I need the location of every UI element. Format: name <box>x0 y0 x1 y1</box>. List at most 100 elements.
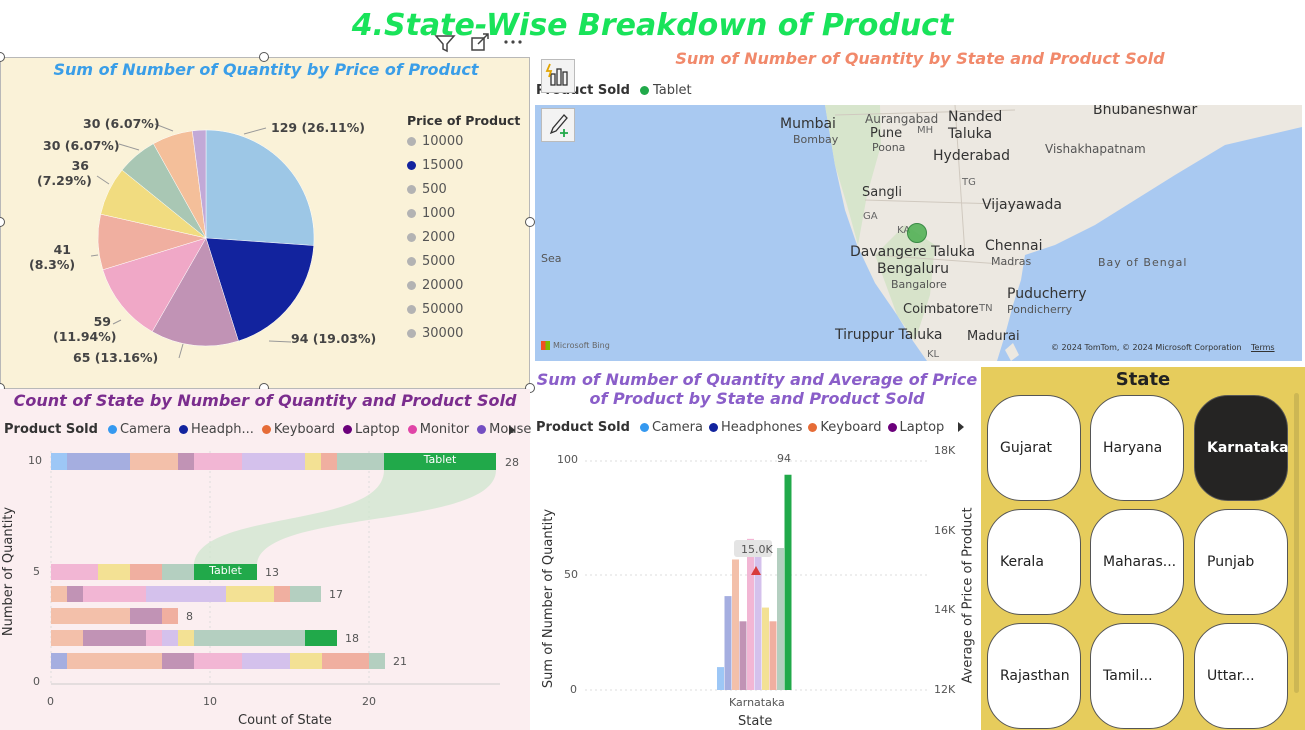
pie-legend-item[interactable]: 5000 <box>407 254 520 269</box>
bar-segment[interactable] <box>130 453 178 470</box>
combo-bar[interactable] <box>754 548 762 690</box>
pie-slice[interactable] <box>205 129 315 246</box>
bar-chart-panel[interactable]: Count of State by Number of Quantity and… <box>0 389 531 730</box>
bar-segment[interactable] <box>51 608 130 624</box>
slicer-item-rajasthan[interactable]: Rajasthan <box>987 623 1081 729</box>
bar-segment[interactable] <box>242 653 290 669</box>
legend-item[interactable]: Headphones <box>708 420 802 435</box>
map-legend-item[interactable]: Tablet <box>652 83 692 98</box>
bar-segment[interactable] <box>130 608 162 624</box>
pie-legend-item[interactable]: 10000 <box>407 134 520 149</box>
map-terms-link[interactable]: Terms <box>1251 343 1275 352</box>
pie-legend-item[interactable]: 1000 <box>407 206 520 221</box>
map-visual[interactable]: Mumbai Bombay Aurangabad MH Nanded Taluk… <box>535 105 1302 361</box>
bar-segment[interactable] <box>226 586 274 602</box>
combo-bar[interactable] <box>717 667 724 690</box>
legend-next-icon[interactable] <box>955 420 967 434</box>
bar-segment[interactable] <box>162 630 178 646</box>
bar-segment[interactable] <box>337 453 384 470</box>
bar-segment[interactable] <box>162 564 194 580</box>
pie-legend-item[interactable]: 2000 <box>407 230 520 245</box>
bar-segment[interactable] <box>83 586 146 602</box>
more-options-icon[interactable] <box>504 40 522 44</box>
bar-chart[interactable] <box>0 389 530 730</box>
focus-mode-icon[interactable] <box>471 33 489 51</box>
combo-chart-panel[interactable]: Sum of Number of Quantity and Average of… <box>535 365 979 730</box>
bar-segment[interactable] <box>146 630 162 646</box>
bar-segment[interactable] <box>51 564 98 580</box>
bar-segment[interactable] <box>162 653 194 669</box>
resize-handle[interactable] <box>259 52 269 62</box>
bar-segment[interactable] <box>321 453 337 470</box>
combo-bar[interactable] <box>739 621 747 690</box>
bar-segment[interactable] <box>290 586 321 602</box>
slicer-item-uttar[interactable]: Uttar... <box>1194 623 1288 729</box>
pie-legend-item[interactable]: 20000 <box>407 278 520 293</box>
legend-item[interactable]: Headph... <box>178 422 254 437</box>
bar-segment[interactable] <box>305 630 337 646</box>
bar-segment[interactable] <box>67 586 83 602</box>
slicer-item-tamil[interactable]: Tamil... <box>1090 623 1184 729</box>
bar-segment[interactable] <box>305 453 321 470</box>
legend-item[interactable]: Keyboard <box>808 420 882 435</box>
bar-segment[interactable] <box>178 453 194 470</box>
bar-segment[interactable] <box>384 453 496 470</box>
slicer-item-punjab[interactable]: Punjab <box>1194 509 1288 615</box>
legend-item[interactable]: Monitor <box>407 422 469 437</box>
pie-legend-item[interactable]: 50000 <box>407 302 520 317</box>
bar-segment[interactable] <box>194 630 305 646</box>
bar-segment[interactable] <box>194 653 242 669</box>
pie-slice[interactable] <box>102 237 207 332</box>
bar-segment[interactable] <box>67 653 162 669</box>
bar-segment[interactable] <box>178 630 194 646</box>
combo-bar[interactable] <box>769 621 777 690</box>
combo-bar[interactable] <box>762 607 769 690</box>
format-brush-button[interactable] <box>541 108 575 142</box>
pie-chart[interactable] <box>1 58 531 390</box>
pie-legend-item[interactable]: 30000 <box>407 326 520 341</box>
pie-legend-item[interactable]: 15000 <box>407 158 520 173</box>
bar-segment[interactable] <box>194 564 257 580</box>
bar-segment[interactable] <box>162 608 178 624</box>
legend-item[interactable]: Camera <box>107 422 171 437</box>
bar-segment[interactable] <box>274 586 290 602</box>
combo-bar[interactable] <box>732 559 739 690</box>
slicer-item-karnataka[interactable]: Karnataka <box>1194 395 1289 501</box>
state-slicer[interactable]: State Gujarat Haryana Karnataka Kerala Mahar… <box>981 367 1305 730</box>
pie-chart-panel[interactable]: Sum of Number of Quantity by Price of Pr… <box>0 57 530 389</box>
bar-segment[interactable] <box>130 564 162 580</box>
legend-next-icon[interactable] <box>506 423 518 437</box>
pie-slice[interactable] <box>205 237 315 342</box>
bar-segment[interactable] <box>51 586 67 602</box>
combo-bar[interactable] <box>747 538 754 690</box>
filter-icon[interactable] <box>434 35 456 53</box>
legend-item[interactable]: Laptop <box>887 420 944 435</box>
bar-segment[interactable] <box>51 653 67 669</box>
legend-item[interactable]: Camera <box>639 420 703 435</box>
resize-handle[interactable] <box>525 383 535 393</box>
slicer-item-kerala[interactable]: Kerala <box>987 509 1081 615</box>
slicer-scrollbar[interactable] <box>1294 393 1299 693</box>
combo-bar[interactable] <box>784 474 792 690</box>
bar-segment[interactable] <box>146 586 226 602</box>
bar-segment[interactable] <box>51 630 83 646</box>
bar-segment[interactable] <box>194 453 242 470</box>
bar-segment[interactable] <box>83 630 146 646</box>
combo-bar[interactable] <box>777 548 784 690</box>
quick-insights-button[interactable] <box>541 59 575 93</box>
pie-slice[interactable] <box>151 237 239 347</box>
slicer-item-haryana[interactable]: Haryana <box>1090 395 1184 501</box>
pie-legend-item[interactable]: 500 <box>407 182 520 197</box>
bar-segment[interactable] <box>98 564 130 580</box>
bar-segment[interactable] <box>369 653 385 669</box>
bar-segment[interactable] <box>242 453 305 470</box>
slicer-item-gujarat[interactable]: Gujarat <box>987 395 1081 501</box>
slicer-item-maharas[interactable]: Maharas... <box>1090 509 1184 615</box>
combo-chart[interactable] <box>535 365 979 730</box>
pie-slice[interactable] <box>192 129 207 239</box>
map-bubble-karnataka[interactable] <box>907 223 927 243</box>
combo-bar[interactable] <box>724 596 732 690</box>
bar-segment[interactable] <box>290 653 322 669</box>
bar-segment[interactable] <box>67 453 130 470</box>
bar-segment[interactable] <box>51 453 67 470</box>
